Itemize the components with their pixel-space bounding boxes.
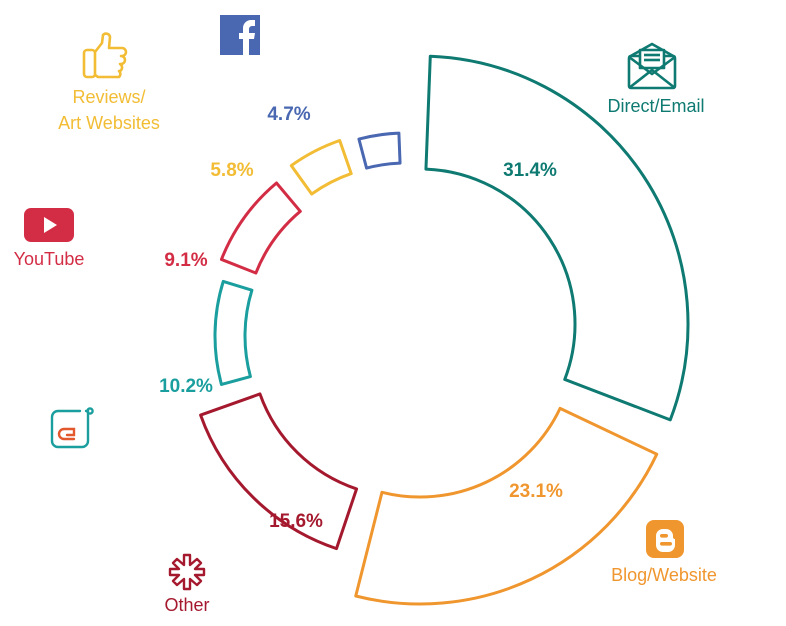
percent-label: 10.2% [159, 376, 213, 397]
percent-labels-group: 31.4% 23.1% 15.6% 10.2% 9.1% 5.8% 4.7% [159, 104, 563, 532]
category-label: YouTube [14, 249, 85, 269]
percent-label: 5.8% [210, 160, 253, 181]
percent-label: 4.7% [267, 104, 310, 125]
category-label: Other [164, 595, 209, 615]
donut-segment-unlabeled-3 [213, 279, 254, 386]
donut-segment-unlabeled-6 [357, 131, 402, 170]
blogger-icon [646, 520, 684, 558]
donut-segment-other [199, 392, 359, 551]
donut-segment-reviews-art-websites [289, 139, 353, 196]
percent-label: 9.1% [164, 250, 207, 271]
segments-group [199, 54, 690, 606]
percent-label: 23.1% [509, 481, 563, 502]
facebook-icon [220, 15, 260, 55]
donut-segment-blog-website [354, 406, 659, 606]
category-label: Art Websites [58, 113, 160, 133]
envelope-icon [627, 42, 677, 90]
donut-segment-direct-email [424, 54, 690, 422]
category-label: Direct/Email [607, 96, 704, 116]
youtube-icon [24, 208, 74, 242]
percent-label: 31.4% [503, 160, 557, 181]
asterisk-flower-icon [168, 553, 206, 591]
donut-segment-youtube [219, 181, 302, 275]
category-labels-group: Direct/Email Blog/Website Other YouTube Revi… [14, 87, 717, 615]
category-label: Blog/Website [611, 565, 717, 585]
app-logo-icon [50, 407, 94, 449]
category-label: Reviews/ [72, 87, 145, 107]
thumbs-up-icon [82, 32, 128, 79]
percent-label: 15.6% [269, 511, 323, 532]
